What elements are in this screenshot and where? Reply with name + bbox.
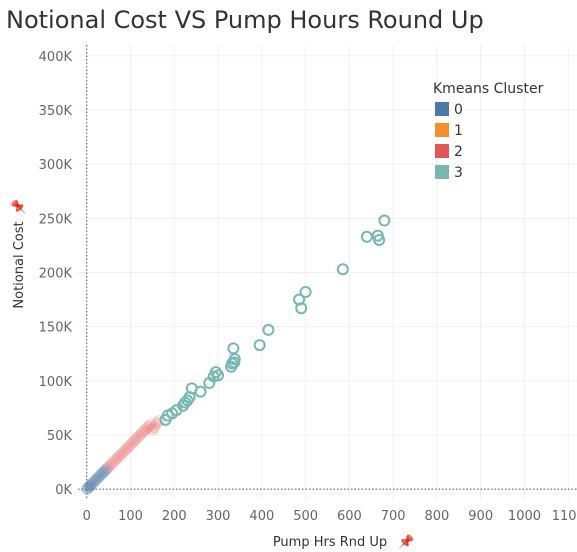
point-cluster-3[interactable] [196, 387, 206, 397]
x-tick-label: 800 [425, 509, 450, 524]
y-tick-label: 200K [39, 267, 73, 282]
y-tick-label: 0K [55, 483, 72, 498]
y-tick-label: 100K [39, 375, 73, 390]
data-points[interactable] [81, 216, 389, 495]
legend-label-2[interactable]: 2 [454, 144, 463, 160]
point-cluster-3[interactable] [255, 340, 265, 350]
x-tick-label: 300 [206, 509, 231, 524]
x-tick-label: 1000 [508, 509, 541, 524]
legend-swatch-0[interactable] [435, 102, 449, 116]
x-tick-label: 0 [83, 509, 91, 524]
x-tick-label: 100 [118, 509, 143, 524]
legend-label-3[interactable]: 3 [454, 165, 463, 181]
x-tick-label: 200 [162, 509, 187, 524]
legend-swatch-1[interactable] [435, 123, 449, 137]
legend-swatch-2[interactable] [435, 144, 449, 158]
y-tick-label: 300K [39, 158, 73, 173]
legend[interactable]: Kmeans Cluster 0 1 2 3 [433, 81, 544, 181]
x-tick-label: 900 [468, 509, 493, 524]
legend-label-1[interactable]: 1 [454, 123, 463, 139]
point-cluster-3[interactable] [379, 216, 389, 226]
x-tick-label: 500 [293, 509, 318, 524]
legend-title: Kmeans Cluster [433, 81, 544, 97]
y-tick-label: 350K [39, 104, 73, 119]
y-tick-label: 50K [47, 429, 73, 444]
x-axis-pin-icon[interactable]: 📌 [398, 533, 414, 550]
point-cluster-3[interactable] [362, 232, 372, 242]
x-axis-title: Pump Hrs Rnd Up [273, 535, 387, 550]
legend-swatch-3[interactable] [435, 165, 449, 179]
y-axis-title: Notional Cost [12, 221, 27, 308]
y-axis-pin-icon[interactable]: 📌 [10, 199, 27, 215]
x-tick-label: 400 [249, 509, 274, 524]
point-cluster-3[interactable] [228, 343, 238, 353]
x-tick-label: 700 [381, 509, 406, 524]
y-tick-label: 150K [39, 321, 73, 336]
y-axis-ticks: 0K 50K 100K 150K 200K 250K 300K 350K 400K [39, 50, 73, 498]
y-tick-label: 400K [39, 50, 73, 65]
y-tick-label: 250K [39, 212, 73, 227]
x-tick-label: 600 [337, 509, 362, 524]
legend-label-0[interactable]: 0 [454, 102, 463, 118]
